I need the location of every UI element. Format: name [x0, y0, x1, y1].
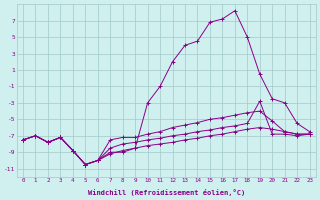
X-axis label: Windchill (Refroidissement éolien,°C): Windchill (Refroidissement éolien,°C): [88, 189, 245, 196]
